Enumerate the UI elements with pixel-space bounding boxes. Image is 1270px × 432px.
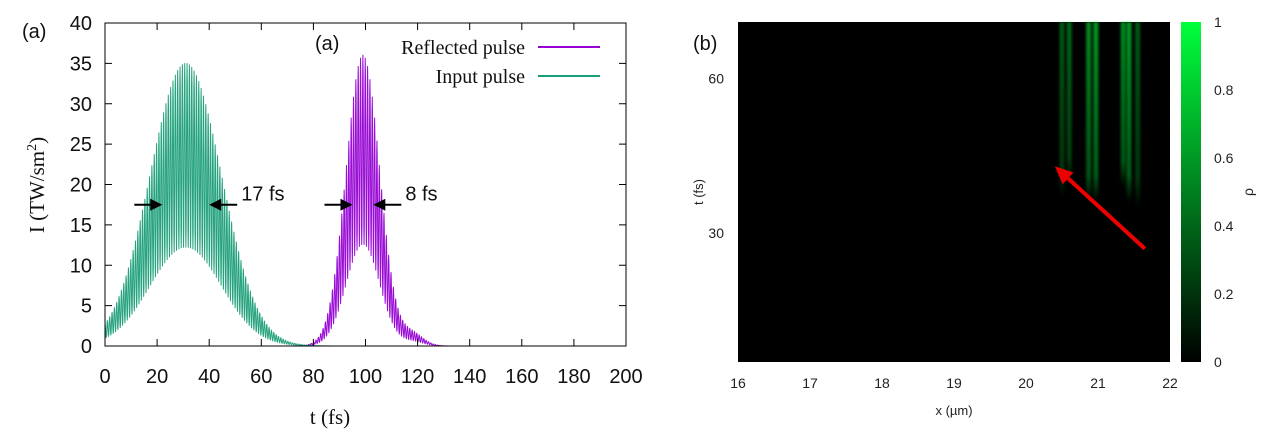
panel-b-xlabel: x (µm) [935, 403, 972, 418]
density-streak-3 [1093, 22, 1099, 203]
panel-b: (b) 16 17 18 19 20 21 22 30 60 x (µm) t (fs) 0 0.… [691, 14, 1256, 418]
y-tick-label-35: 35 [70, 53, 92, 75]
b-y-tick-label-30: 30 [708, 225, 724, 241]
heatmap-background [738, 22, 1170, 362]
legend-entry-reflected: Reflected pulse [401, 37, 525, 59]
y-tick-label-0: 0 [81, 336, 92, 358]
b-x-tick-label-17: 17 [802, 375, 818, 391]
x-tick-label-0: 0 [99, 366, 110, 388]
b-x-tick-label-18: 18 [874, 375, 890, 391]
fwhm-label-0: 17 fs [241, 184, 284, 206]
panel-a-label: (a) [22, 21, 46, 43]
panel-b-ylabel: t (fs) [691, 179, 706, 205]
colorbar-tick-label-5: 1 [1214, 14, 1222, 30]
y-tick-label-25: 25 [70, 134, 92, 156]
fwhm-arrowhead-right-0 [209, 198, 222, 211]
y-tick-label-40: 40 [70, 13, 92, 35]
fwhm-label-1: 8 fs [405, 184, 437, 206]
x-tick-label-120: 120 [401, 366, 434, 388]
x-tick-label-20: 20 [146, 366, 168, 388]
colorbar-ticks: 0 0.2 0.4 0.6 0.8 1 [1214, 14, 1234, 370]
colorbar-tick-label-3: 0.6 [1214, 150, 1234, 166]
b-y-tick-label-60: 60 [708, 71, 724, 87]
density-streak-4 [1120, 22, 1126, 187]
colorbar-label: ρ [1240, 188, 1256, 196]
y-tick-label-30: 30 [70, 94, 92, 116]
panel-b-ticks: 16 17 18 19 20 21 22 30 60 [708, 71, 1178, 391]
x-tick-label-180: 180 [557, 366, 590, 388]
red-arrow-head [1054, 166, 1074, 185]
density-streak-0 [1059, 22, 1065, 198]
density-streak-1 [1066, 22, 1072, 182]
colorbar-tick-label-0: 0 [1214, 354, 1222, 370]
panel-b-label: (b) [693, 33, 717, 55]
density-streak-6 [1135, 22, 1141, 208]
panel-a-ylabel-main: I (TW/sm [25, 151, 49, 233]
x-tick-label-100: 100 [349, 366, 382, 388]
panel-a-ylabel: I (TW/sm2) [25, 137, 49, 233]
panel-a: (a) (a) 0 20 40 60 80 100 120 140 160 180 200 0 5 10 1… [22, 13, 643, 429]
b-x-tick-label-16: 16 [730, 375, 746, 391]
panel-a-annotations: 17 fs 8 fs [134, 184, 438, 211]
fwhm-arrowhead-left-0 [150, 198, 163, 211]
colorbar-tick-label-4: 0.8 [1214, 82, 1234, 98]
panel-a-ticks: 0 20 40 60 80 100 120 140 160 180 200 0 5 10 15 20 25 30 3… [70, 13, 643, 388]
panel-a-ylabel-sup: 2 [25, 144, 40, 151]
panel-a-curves [104, 54, 627, 347]
fwhm-arrowhead-right-1 [373, 198, 386, 211]
colorbar-tick-label-1: 0.2 [1214, 286, 1234, 302]
b-x-tick-label-21: 21 [1090, 375, 1106, 391]
panel-a-ylabel-close: ) [25, 137, 49, 144]
y-tick-label-20: 20 [70, 175, 92, 197]
x-tick-label-140: 140 [453, 366, 486, 388]
b-x-tick-label-19: 19 [946, 375, 962, 391]
x-tick-label-80: 80 [302, 366, 324, 388]
legend: Reflected pulse Input pulse [401, 37, 600, 88]
x-tick-label-60: 60 [250, 366, 272, 388]
b-x-tick-label-20: 20 [1018, 375, 1034, 391]
red-arrow-shaft [1066, 176, 1147, 251]
b-x-tick-label-22: 22 [1162, 375, 1178, 391]
x-tick-label-200: 200 [609, 366, 642, 388]
y-tick-label-10: 10 [70, 255, 92, 277]
y-tick-label-15: 15 [70, 215, 92, 237]
colorbar [1181, 22, 1201, 362]
red-arrow [1054, 166, 1147, 251]
panel-a-inner-label: (a) [315, 33, 339, 55]
x-tick-label-160: 160 [505, 366, 538, 388]
legend-entry-input: Input pulse [436, 66, 526, 88]
y-tick-label-5: 5 [81, 296, 92, 318]
density-streak-5 [1126, 22, 1132, 203]
colorbar-tick-label-2: 0.4 [1214, 218, 1234, 234]
density-streak-2 [1086, 22, 1092, 203]
heatmap-streaks [1059, 22, 1141, 208]
fwhm-arrowhead-left-1 [340, 198, 353, 211]
x-tick-label-40: 40 [198, 366, 220, 388]
panel-a-xlabel: t (fs) [310, 405, 350, 429]
